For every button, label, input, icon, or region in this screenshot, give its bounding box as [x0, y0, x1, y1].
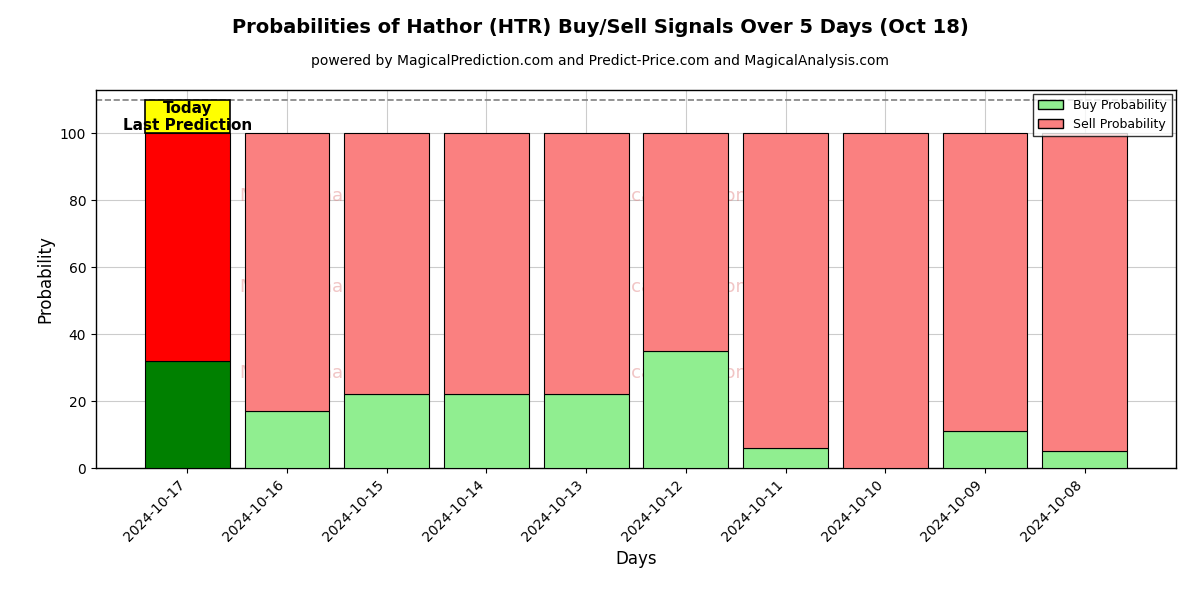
Legend: Buy Probability, Sell Probability: Buy Probability, Sell Probability — [1033, 94, 1172, 136]
Bar — [1042, 451, 1127, 468]
Text: Probabilities of Hathor (HTR) Buy/Sell Signals Over 5 Days (Oct 18): Probabilities of Hathor (HTR) Buy/Sell S… — [232, 18, 968, 37]
Text: MagicalAnalysis.com: MagicalAnalysis.com — [240, 365, 427, 383]
Text: MagicalPrediction.com: MagicalPrediction.com — [588, 187, 792, 205]
FancyBboxPatch shape — [145, 100, 230, 133]
Text: MagicalPrediction.com: MagicalPrediction.com — [588, 278, 792, 296]
Bar — [842, 133, 928, 468]
Text: Today
Last Prediction: Today Last Prediction — [122, 101, 252, 133]
Bar — [245, 133, 330, 411]
X-axis label: Days: Days — [616, 550, 656, 568]
Bar — [743, 133, 828, 448]
Bar — [344, 133, 430, 394]
Text: MagicalPrediction.com: MagicalPrediction.com — [588, 365, 792, 383]
Bar — [544, 394, 629, 468]
Text: MagicalAnalysis.com: MagicalAnalysis.com — [240, 187, 427, 205]
Text: MagicalAnalysis.com: MagicalAnalysis.com — [240, 278, 427, 296]
Bar — [344, 394, 430, 468]
Bar — [245, 411, 330, 468]
Bar — [145, 361, 230, 468]
Bar — [643, 133, 728, 351]
Bar — [444, 133, 529, 394]
Bar — [743, 448, 828, 468]
Bar — [643, 351, 728, 468]
Bar — [1042, 133, 1127, 451]
Y-axis label: Probability: Probability — [36, 235, 54, 323]
Bar — [444, 394, 529, 468]
Text: powered by MagicalPrediction.com and Predict-Price.com and MagicalAnalysis.com: powered by MagicalPrediction.com and Pre… — [311, 54, 889, 68]
Bar — [942, 133, 1027, 431]
Bar — [544, 133, 629, 394]
Bar — [942, 431, 1027, 468]
Bar — [145, 133, 230, 361]
